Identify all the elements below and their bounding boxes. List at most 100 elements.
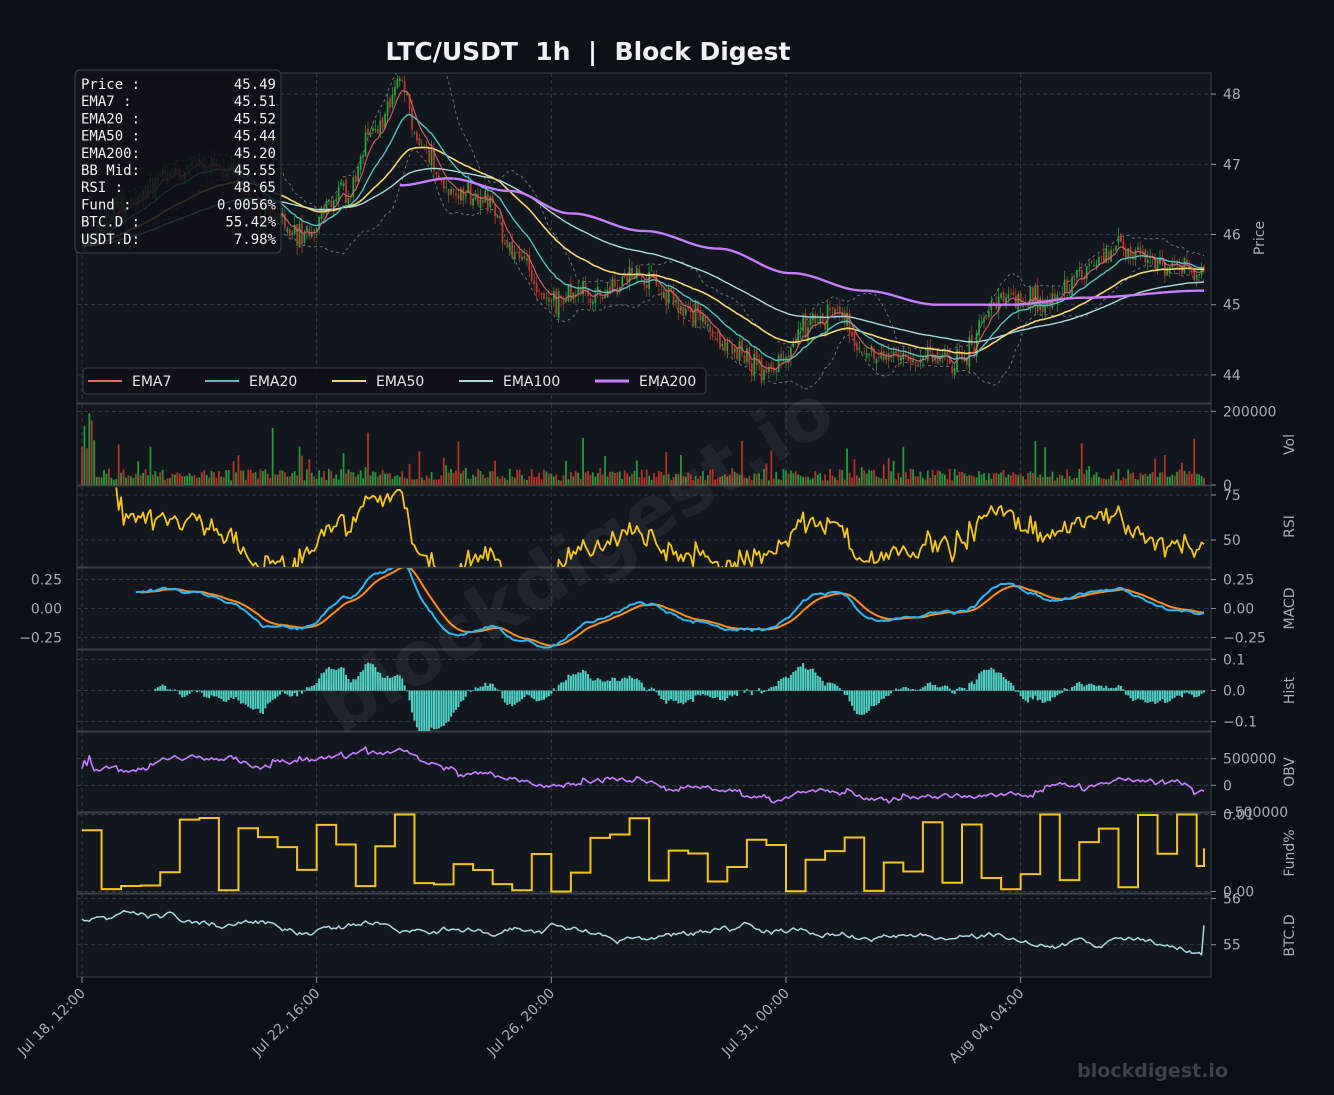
candle [479, 188, 482, 215]
candle-body [1198, 273, 1200, 276]
volume-bar [1183, 470, 1186, 485]
candle [413, 131, 416, 136]
candle-body [530, 270, 533, 281]
volume-bar [565, 460, 567, 485]
candle [543, 290, 545, 301]
hist-bar [274, 690, 277, 699]
hist-bar [269, 690, 272, 703]
volume-bar [166, 477, 169, 485]
candle-body [838, 306, 841, 313]
candle-body [677, 298, 680, 313]
obv-y-tick-label: 500000 [1223, 752, 1276, 768]
candle-body [870, 346, 873, 352]
hist-bar [1107, 688, 1110, 691]
hist-bar [841, 690, 844, 691]
volume-bar [638, 477, 641, 485]
candle [601, 295, 604, 302]
hist-bar [941, 686, 944, 691]
volume-bar [386, 473, 389, 485]
candle-body [1156, 261, 1159, 271]
candle-body [706, 323, 709, 327]
hist-bar [225, 690, 228, 702]
hist-bar [711, 690, 714, 699]
candle [350, 193, 352, 203]
volume-y-tick-label: 0 [1223, 478, 1232, 494]
volume-bar [418, 451, 421, 485]
candle [770, 360, 773, 374]
hist-bar [1115, 687, 1117, 691]
hist-bar [252, 690, 255, 710]
volume-bar [1149, 473, 1152, 485]
candle [797, 320, 800, 348]
volume-bar [831, 475, 834, 485]
hist-bar [902, 687, 905, 691]
hist-bar [1056, 690, 1059, 696]
candle-body [579, 289, 582, 293]
candle-body [550, 300, 553, 302]
candle-body [347, 197, 350, 204]
candle [856, 340, 858, 359]
candle [1122, 235, 1125, 257]
candle-body [829, 308, 831, 311]
obv-axis-label: OBV [1282, 757, 1298, 787]
volume-bar [479, 470, 482, 485]
candle-body [1190, 270, 1193, 273]
volume-bar [1095, 472, 1098, 485]
volume-bar [176, 472, 179, 485]
hist-bar [640, 682, 643, 691]
hist-bar [895, 688, 897, 691]
candle [662, 287, 665, 298]
volume-bar [980, 474, 983, 485]
candle [746, 344, 748, 366]
volume-bar [567, 479, 570, 485]
candle [389, 95, 391, 114]
candle [880, 344, 883, 361]
price-plot-area [81, 73, 1205, 390]
candle-body [1093, 265, 1095, 267]
volume-bar [689, 474, 692, 485]
hist-bar [538, 690, 541, 701]
volume-bar [1027, 473, 1029, 485]
volume-bar [1019, 473, 1022, 485]
hist-bar [1149, 690, 1152, 703]
hist-bar [1080, 684, 1083, 691]
hist-bar [574, 674, 577, 691]
candle-body [1073, 278, 1076, 280]
volume-bar [518, 469, 521, 485]
hist-bar [1200, 690, 1203, 694]
hist-bar [523, 690, 526, 698]
volume-bar [543, 469, 545, 485]
candle [961, 345, 963, 364]
volume-bar [193, 474, 196, 485]
volume-bar [1200, 476, 1203, 485]
volume-bar [318, 470, 321, 485]
volume-bar [144, 469, 147, 485]
hist-bar [359, 671, 362, 691]
candle-body [303, 233, 306, 243]
candle [354, 172, 357, 189]
hist-bar [1009, 682, 1012, 691]
volume-bar [115, 479, 118, 485]
volume-bar [283, 472, 286, 485]
volume-bar [308, 459, 311, 485]
hist-bar [425, 690, 428, 731]
volume-bar [257, 478, 259, 485]
candle-body [511, 240, 514, 258]
candle-body [1142, 253, 1144, 255]
candle-body [306, 226, 308, 231]
candle-body [408, 93, 411, 109]
candle-body [856, 343, 858, 351]
hist-bar [398, 675, 401, 691]
volume-bar [354, 476, 357, 485]
volume-bar [1107, 478, 1110, 485]
hist-bar [929, 682, 932, 691]
candle [1110, 245, 1112, 263]
volume-bar [858, 477, 861, 485]
volume-bar [1146, 476, 1149, 485]
hist-bar [435, 690, 438, 730]
volume-bar [736, 473, 739, 485]
volume-bar [107, 468, 110, 485]
volume-bar [403, 477, 406, 485]
hist-bar [721, 690, 724, 700]
candle [1090, 259, 1093, 264]
